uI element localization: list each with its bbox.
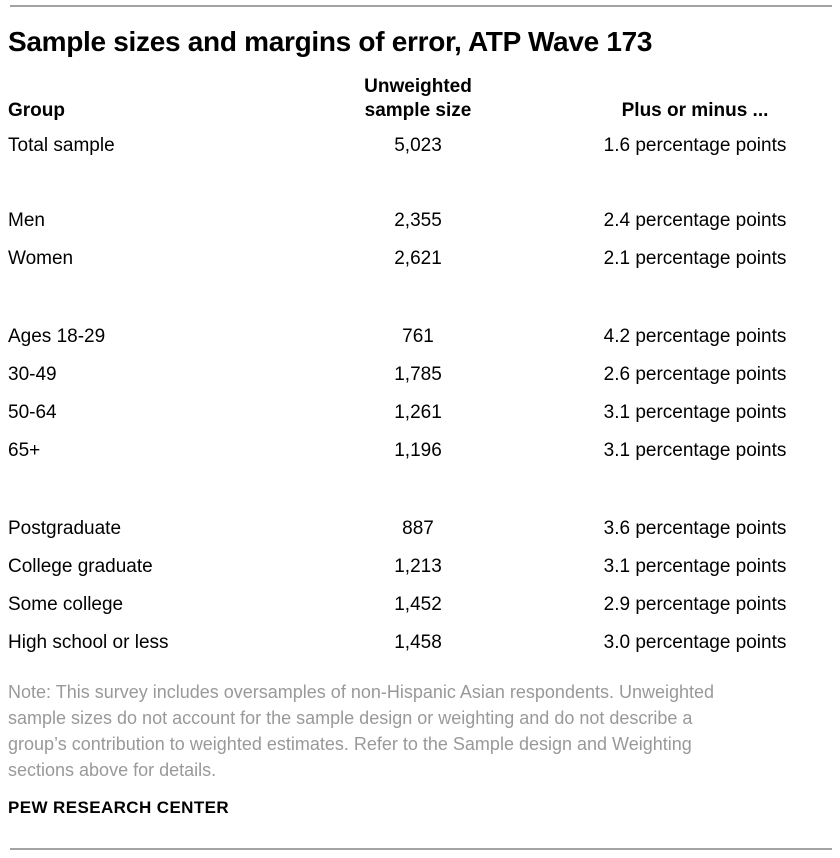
row-label: College graduate: [8, 556, 153, 577]
row-margin: 3.1 percentage points: [603, 402, 787, 423]
row-label: High school or less: [8, 632, 169, 653]
table-note: Note: This survey includes oversamples o…: [8, 682, 715, 780]
table-row-women: Women 2,621 2.1 percentage points: [0, 240, 840, 278]
row-sample-size: 5,023: [394, 135, 442, 156]
table-row-postgraduate: Postgraduate 887 3.6 percentage points: [0, 510, 840, 548]
row-sample-size: 887: [402, 518, 434, 539]
table-row-men: Men 2,355 2.4 percentage points: [0, 202, 840, 240]
row-margin: 3.1 percentage points: [603, 440, 787, 461]
row-sample-size: 1,213: [394, 556, 442, 577]
table-body: Total sample 5,023 1.6 percentage points…: [0, 127, 840, 662]
row-margin: 3.0 percentage points: [603, 632, 787, 653]
row-sample-size: 1,785: [394, 364, 442, 385]
row-label: Postgraduate: [8, 518, 122, 539]
row-margin: 2.6 percentage points: [603, 364, 787, 385]
row-margin: 1.6 percentage points: [603, 135, 787, 156]
column-header-group: Group: [8, 100, 65, 121]
table-row-college-graduate: College graduate 1,213 3.1 percentage po…: [0, 548, 840, 586]
bottom-divider: [10, 848, 832, 850]
table-row-some-college: Some college 1,452 2.9 percentage points: [0, 586, 840, 624]
row-label: Ages 18-29: [8, 326, 106, 347]
table-row-total-sample: Total sample 5,023 1.6 percentage points: [0, 127, 840, 165]
row-sample-size: 1,458: [394, 632, 442, 653]
row-margin: 3.1 percentage points: [603, 556, 787, 577]
row-sample-size: 761: [402, 326, 434, 347]
pew-research-center-wordmark: PEW RESEARCH CENTER: [8, 798, 230, 817]
table-row-ages-65-plus: 65+ 1,196 3.1 percentage points: [0, 432, 840, 470]
table-title: Sample sizes and margins of error, ATP W…: [8, 26, 653, 57]
row-margin: 2.9 percentage points: [603, 594, 787, 615]
table-row-ages-18-29: Ages 18-29 761 4.2 percentage points: [0, 318, 840, 356]
row-margin: 3.6 percentage points: [603, 518, 787, 539]
section-gap: [0, 165, 840, 202]
section-gap: [0, 278, 840, 318]
row-sample-size: 1,196: [394, 440, 442, 461]
row-label: 50-64: [8, 402, 57, 423]
table-row-ages-30-49: 30-49 1,785 2.6 percentage points: [0, 356, 840, 394]
row-sample-size: 2,355: [394, 210, 442, 231]
row-label: Some college: [8, 594, 124, 615]
row-margin: 2.1 percentage points: [603, 248, 787, 269]
table-row-high-school-or-less: High school or less 1,458 3.0 percentage…: [0, 624, 840, 662]
row-sample-size: 1,452: [394, 594, 442, 615]
row-margin: 4.2 percentage points: [603, 326, 787, 347]
top-divider: [10, 5, 832, 7]
row-label: Men: [8, 210, 45, 231]
row-sample-size: 1,261: [394, 402, 442, 423]
row-label: Women: [8, 248, 74, 269]
row-label: 30-49: [8, 364, 57, 385]
table-row-ages-50-64: 50-64 1,261 3.1 percentage points: [0, 394, 840, 432]
table-header-row: Group Unweighted sample size Plus or min…: [0, 75, 840, 123]
row-label: 65+: [8, 440, 41, 461]
section-gap: [0, 470, 840, 510]
row-sample-size: 2,621: [394, 248, 442, 269]
row-margin: 2.4 percentage points: [603, 210, 787, 231]
column-header-sample-size: Unweighted sample size: [364, 76, 472, 121]
column-header-margin: Plus or minus ...: [621, 100, 769, 121]
row-label: Total sample: [8, 135, 115, 156]
